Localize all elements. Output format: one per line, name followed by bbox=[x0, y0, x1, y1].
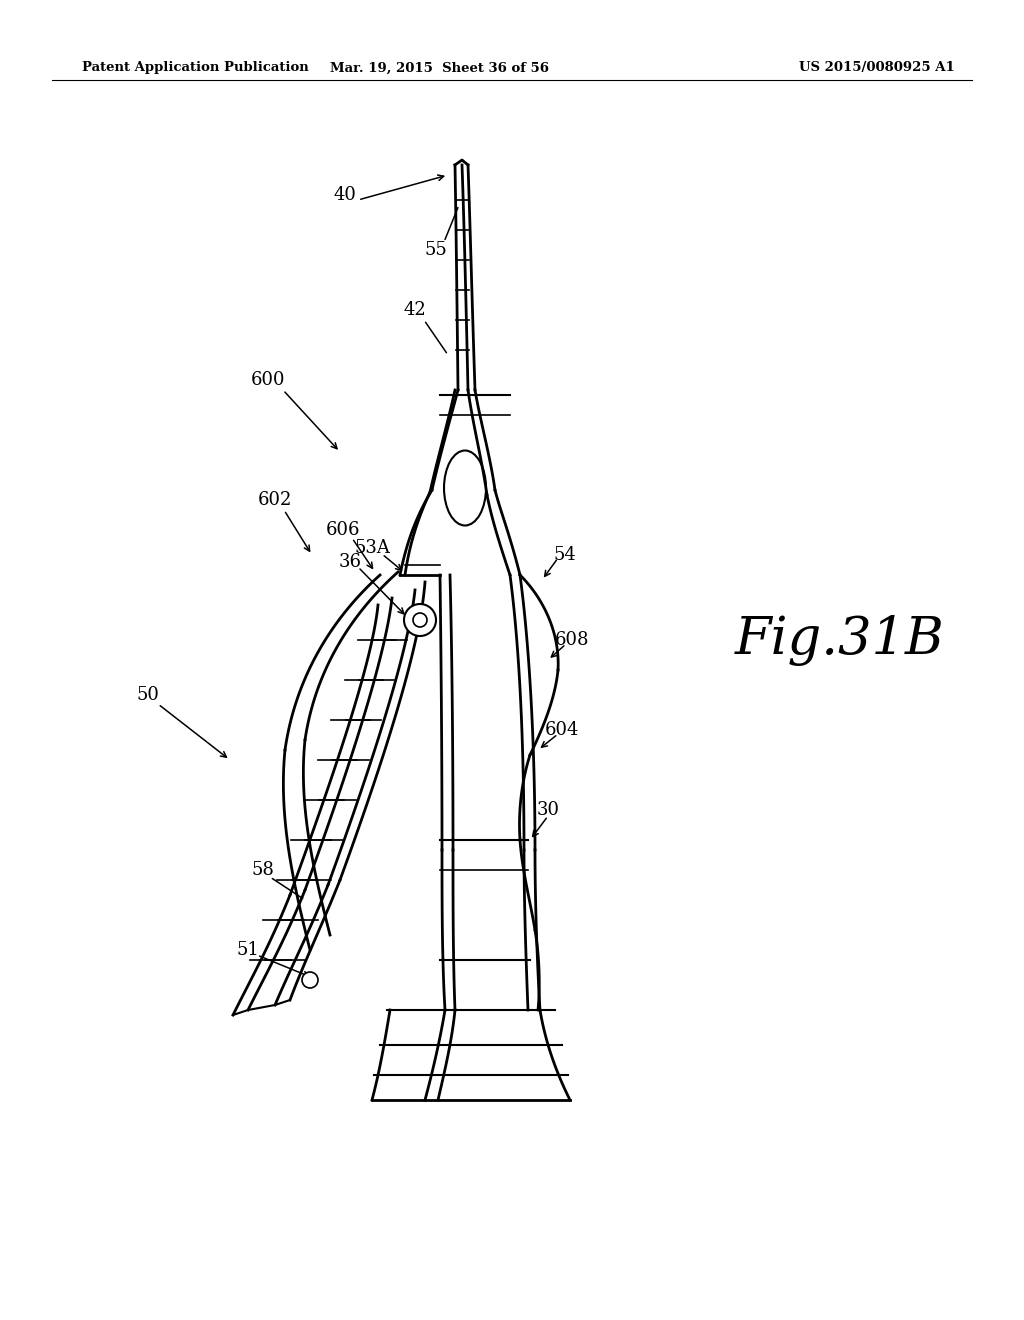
Text: 42: 42 bbox=[403, 301, 426, 319]
Text: 602: 602 bbox=[258, 491, 292, 510]
Text: 55: 55 bbox=[425, 242, 447, 259]
Text: 58: 58 bbox=[252, 861, 274, 879]
Text: 608: 608 bbox=[555, 631, 589, 649]
Text: 40: 40 bbox=[334, 186, 356, 205]
Text: 600: 600 bbox=[251, 371, 286, 389]
Circle shape bbox=[404, 605, 436, 636]
Text: 604: 604 bbox=[545, 721, 580, 739]
Circle shape bbox=[302, 972, 318, 987]
Text: Mar. 19, 2015  Sheet 36 of 56: Mar. 19, 2015 Sheet 36 of 56 bbox=[331, 62, 550, 74]
Circle shape bbox=[413, 612, 427, 627]
Text: Fig.31B: Fig.31B bbox=[735, 615, 945, 665]
Text: 51: 51 bbox=[237, 941, 259, 960]
Text: 36: 36 bbox=[339, 553, 361, 572]
Text: US 2015/0080925 A1: US 2015/0080925 A1 bbox=[800, 62, 955, 74]
Text: 606: 606 bbox=[326, 521, 360, 539]
Text: 30: 30 bbox=[537, 801, 559, 818]
Text: 53A: 53A bbox=[354, 539, 390, 557]
Text: 54: 54 bbox=[554, 546, 577, 564]
Text: Patent Application Publication: Patent Application Publication bbox=[82, 62, 309, 74]
Text: 50: 50 bbox=[136, 686, 160, 704]
